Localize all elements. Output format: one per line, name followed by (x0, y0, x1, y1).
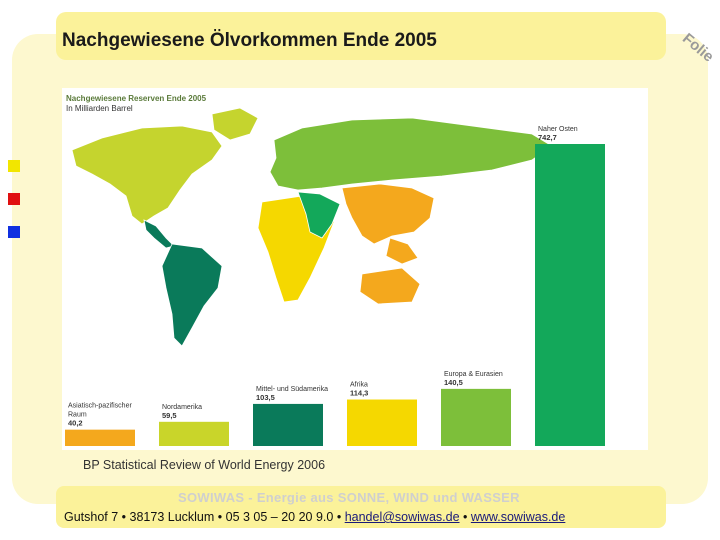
footer-separator: • (459, 510, 471, 524)
bar-category-label: Afrika (350, 382, 368, 389)
map-central-america (143, 219, 175, 249)
bar-value-label: 59,5 (162, 411, 177, 420)
bar-category-label: Naher Osten (538, 126, 578, 133)
bar-category-label: Raum (68, 412, 87, 419)
title-bar (56, 12, 666, 60)
chart-area: 40,2 Raum Asiatisch-pazifischer 59,5 Nordame… (62, 88, 648, 450)
bar-category-label: Europa & Eurasien (444, 371, 503, 378)
map-north-america (71, 125, 223, 225)
bar-3 (347, 399, 417, 446)
bar-2 (253, 403, 323, 446)
marker-yellow (8, 160, 20, 172)
map-europe-eurasia (269, 117, 553, 191)
chart-unit: In Milliarden Barrel (66, 104, 133, 113)
bar-category-label: Asiatisch-pazifischer (68, 403, 132, 410)
footer-bar (56, 486, 666, 528)
footer-email-link[interactable]: handel@sowiwas.de (344, 510, 460, 524)
bar-0 (65, 429, 135, 446)
source-note: BP Statistical Review of World Energy 20… (83, 458, 326, 472)
bar-value-label: 140,5 (444, 378, 463, 387)
bar-category-label: Mittel- und Südamerika (256, 386, 328, 393)
bar-value-label: 742,7 (538, 133, 557, 142)
map-south-america (161, 243, 223, 347)
chart-title-block: Nachgewiesene Reserven Ende 2005 In Mill… (66, 94, 206, 114)
map-middle-east (297, 191, 341, 239)
bar-value-label: 40,2 (68, 419, 83, 428)
chart-title: Nachgewiesene Reserven Ende 2005 (66, 94, 207, 103)
map-southeast-asia (385, 237, 419, 265)
footer-tagline: SOWIWAS - Energie aus SONNE, WIND und WA… (178, 490, 520, 505)
map-greenland (211, 107, 259, 141)
map-australia (359, 267, 421, 305)
bar-value-label: 114,3 (350, 389, 368, 398)
world-map (71, 107, 553, 347)
marker-red (8, 193, 20, 205)
map-asia-pacific (341, 183, 435, 245)
bar-5 (535, 144, 605, 446)
footer-address-prefix: Gutshof 7 • 38173 Lucklum • 05 3 05 – 20… (64, 510, 345, 524)
footer-website-link[interactable]: www.sowiwas.de (470, 510, 566, 524)
footer-address: Gutshof 7 • 38173 Lucklum • 05 3 05 – 20… (64, 510, 565, 524)
bar-value-label: 103,5 (256, 393, 275, 402)
bar-category-label: Nordamerika (162, 404, 202, 411)
marker-blue (8, 226, 20, 238)
bar-1 (159, 421, 229, 446)
slide-title: Nachgewiesene Ölvorkommen Ende 2005 (62, 30, 437, 51)
bar-4 (441, 388, 511, 446)
